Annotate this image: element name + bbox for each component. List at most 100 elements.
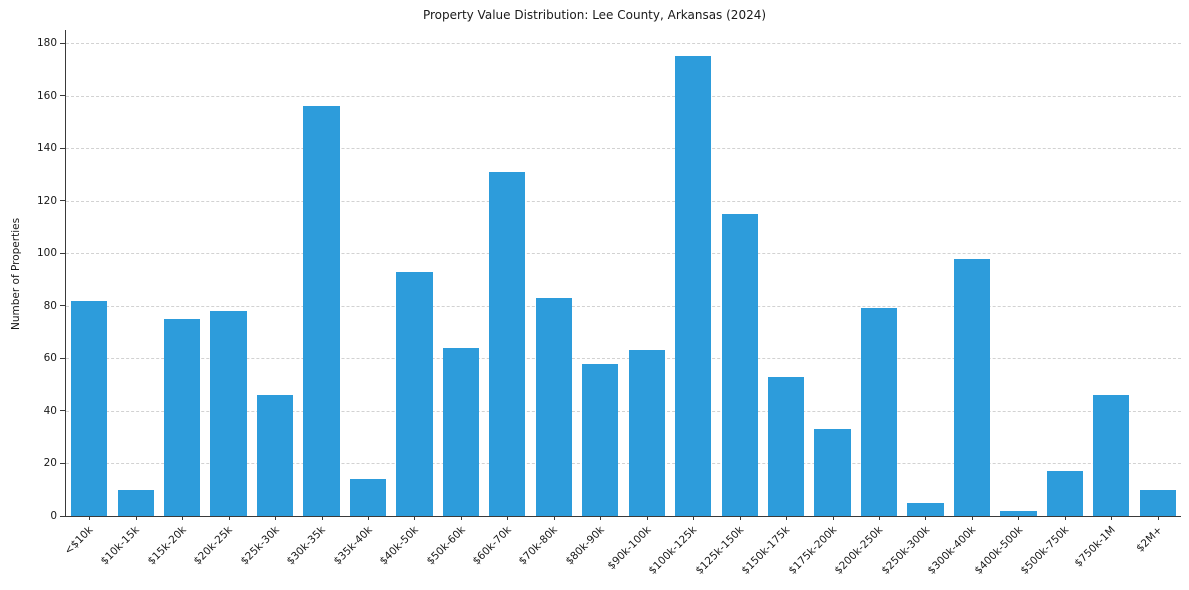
gridline	[66, 358, 1181, 360]
x-tick-label: $175k-200k	[786, 524, 840, 577]
x-tick-label: $250k-300k	[879, 524, 932, 577]
x-tick-mark	[89, 516, 91, 520]
bar	[210, 311, 247, 516]
bar	[1046, 471, 1083, 516]
x-tick-mark	[367, 516, 369, 520]
y-tick-label: 40	[43, 404, 57, 417]
bar	[860, 308, 898, 516]
y-tick-label: 80	[43, 299, 57, 312]
x-tick-mark	[228, 516, 230, 520]
bar	[117, 489, 154, 516]
bar	[1000, 510, 1037, 516]
x-tick-label: $10k-15k	[98, 524, 143, 568]
x-tick-mark	[1064, 516, 1066, 520]
y-tick-label: 100	[36, 247, 57, 260]
x-tick-label: $25k-30k	[238, 524, 282, 568]
x-tick-label: <$10k	[62, 524, 96, 558]
gridline	[66, 463, 1181, 465]
y-tick-label: 120	[36, 194, 57, 207]
y-tick-label: 20	[43, 457, 57, 470]
x-tick-mark	[135, 516, 137, 520]
x-tick-label: $300k-400k	[925, 524, 979, 577]
chart-title: Property Value Distribution: Lee County,…	[422, 8, 767, 22]
bar	[489, 171, 526, 516]
bar	[256, 395, 294, 516]
x-tick-label: $15k-20k	[145, 524, 189, 568]
y-tick-label: 180	[36, 37, 57, 50]
x-tick-label: $125k-150k	[693, 524, 747, 577]
y-tick-mark	[60, 95, 65, 97]
x-tick-label: $400k-500k	[972, 524, 1025, 577]
bar	[628, 350, 665, 516]
bar	[907, 502, 944, 516]
bar	[767, 376, 805, 516]
y-axis-label: Number of Properties	[10, 217, 22, 330]
plot-area: 0 20 40 60 80 100 120 140 160 180 <$10k $10k-15k $15…	[37, 30, 1181, 577]
x-tick-label: $150k-175k	[739, 524, 793, 577]
x-tick-mark	[879, 516, 881, 520]
y-tick-mark	[60, 357, 65, 359]
y-tick-label: 140	[36, 142, 57, 155]
bar	[1139, 489, 1176, 516]
x-tick-label: $90k-100k	[605, 524, 654, 573]
bar	[349, 479, 387, 516]
y-tick-mark	[60, 515, 65, 517]
gridline	[66, 200, 1181, 202]
gridline	[66, 253, 1181, 255]
x-tick-label: $60k-70k	[470, 524, 514, 568]
x-tick-mark	[553, 516, 555, 520]
x-tick-mark	[1157, 516, 1159, 520]
x-tick-label: $40k-50k	[377, 524, 421, 568]
x-tick-label: $500k-750k	[1018, 524, 1072, 577]
bar	[675, 56, 712, 516]
bar	[953, 258, 991, 516]
x-tick-mark	[275, 516, 277, 520]
bar	[303, 106, 340, 516]
x-tick-mark	[507, 516, 509, 520]
bar	[71, 300, 108, 516]
bar	[1093, 395, 1130, 516]
bar	[442, 347, 479, 516]
bar	[164, 318, 201, 516]
x-tick-mark	[693, 516, 695, 520]
x-tick-label: $70k-80k	[516, 524, 561, 568]
y-tick-label: 160	[36, 89, 57, 102]
x-tick-label: $200k-250k	[832, 524, 886, 577]
x-tick-label: $30k-35k	[284, 524, 329, 568]
y-tick-mark	[60, 410, 65, 412]
x-tick-mark	[1111, 516, 1113, 520]
y-tick-mark	[60, 252, 65, 254]
gridline	[66, 148, 1181, 150]
x-tick-mark	[646, 516, 648, 520]
x-tick-label: $20k-25k	[191, 524, 236, 568]
x-tick-mark	[832, 516, 834, 520]
gridline	[66, 95, 1181, 97]
x-tick-mark	[739, 516, 741, 520]
x-tick-label: $750k-1M	[1072, 524, 1118, 570]
gridline	[66, 305, 1181, 307]
x-tick-label: $100k-125k	[646, 524, 700, 577]
x-tick-mark	[182, 516, 184, 520]
y-tick-mark	[60, 462, 65, 464]
x-tick-mark	[1018, 516, 1020, 520]
bar	[396, 271, 433, 516]
x-tick-label: $80k-90k	[563, 524, 607, 568]
y-tick-mark	[60, 200, 65, 202]
x-tick-mark	[460, 516, 462, 520]
x-tick-mark	[925, 516, 927, 520]
bar	[814, 429, 851, 516]
x-tick-mark	[321, 516, 323, 520]
y-tick-mark	[60, 42, 65, 44]
y-tick-mark	[60, 305, 65, 307]
x-tick-mark	[600, 516, 602, 520]
bar	[582, 363, 619, 516]
y-tick-mark	[60, 147, 65, 149]
gridline	[66, 43, 1181, 45]
gridline	[66, 410, 1181, 412]
x-tick-label: $35k-40k	[331, 524, 375, 568]
y-tick-label: 0	[50, 510, 57, 522]
x-tick-label: $2M+	[1133, 524, 1165, 555]
x-tick-mark	[786, 516, 788, 520]
bar	[721, 213, 758, 516]
